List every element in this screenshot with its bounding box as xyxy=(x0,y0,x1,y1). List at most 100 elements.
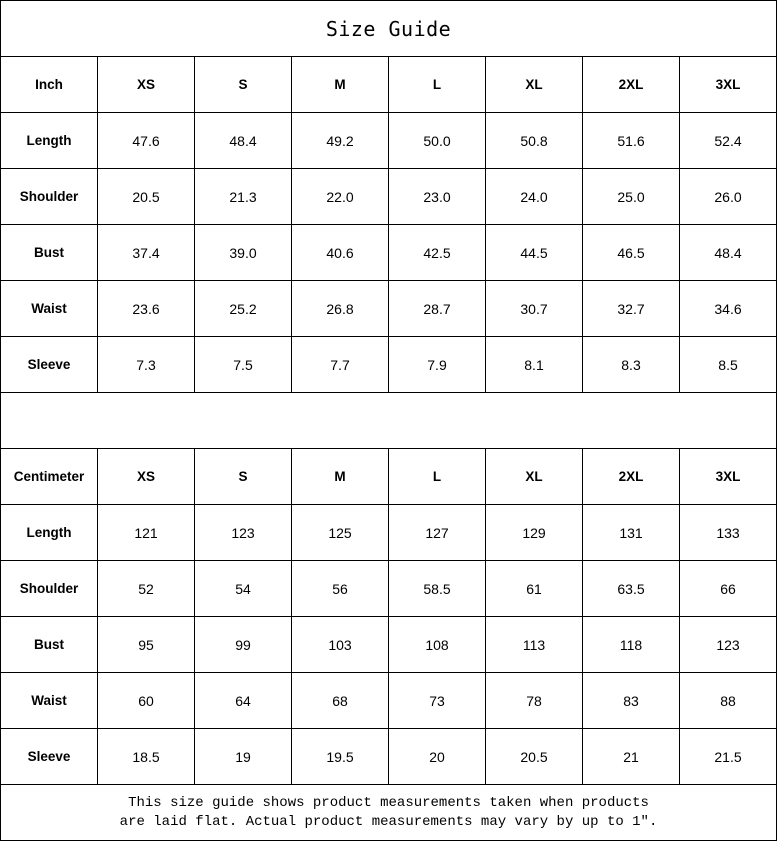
note-line-2: are laid flat. Actual product measuremen… xyxy=(119,813,658,830)
measurement-value: 39.0 xyxy=(194,224,292,281)
note-line-1: This size guide shows product measuremen… xyxy=(128,794,649,811)
size-header-3xl: 3XL xyxy=(678,56,778,113)
measurement-value: 88 xyxy=(678,672,778,729)
measurement-value: 21.5 xyxy=(678,728,778,785)
inch-row-length: Length 47.6 48.4 49.2 50.0 50.8 51.6 52.4 xyxy=(0,112,778,169)
inch-unit-label: Inch xyxy=(0,56,98,113)
size-header-xl: XL xyxy=(485,56,583,113)
measurement-value: 44.5 xyxy=(485,224,583,281)
size-header-xs: XS xyxy=(97,448,195,505)
inch-header-row: Inch XS S M L XL 2XL 3XL xyxy=(0,56,778,113)
measurement-value: 61 xyxy=(485,560,583,617)
size-header-2xl: 2XL xyxy=(582,56,680,113)
measurement-label: Length xyxy=(0,504,98,561)
measurement-value: 28.7 xyxy=(388,280,486,337)
measurement-label: Shoulder xyxy=(0,560,98,617)
spacer-cell xyxy=(0,392,778,449)
measurement-label: Waist xyxy=(0,280,98,337)
measurement-value: 34.6 xyxy=(678,280,778,337)
measurement-value: 52.4 xyxy=(678,112,778,169)
size-header-l: L xyxy=(388,448,486,505)
measurement-value: 131 xyxy=(582,504,680,561)
measurement-value: 23.6 xyxy=(97,280,195,337)
measurement-label: Sleeve xyxy=(0,728,98,785)
measurement-value: 18.5 xyxy=(97,728,195,785)
measurement-value: 25.2 xyxy=(194,280,292,337)
measurement-value: 22.0 xyxy=(291,168,389,225)
measurement-value: 23.0 xyxy=(388,168,486,225)
measurement-value: 7.9 xyxy=(388,336,486,393)
measurement-value: 133 xyxy=(678,504,778,561)
measurement-value: 64 xyxy=(194,672,292,729)
measurement-value: 99 xyxy=(194,616,292,673)
measurement-value: 49.2 xyxy=(291,112,389,169)
measurement-value: 66 xyxy=(678,560,778,617)
measurement-value: 123 xyxy=(194,504,292,561)
centimeter-unit-label: Centimeter xyxy=(0,448,98,505)
measurement-value: 20.5 xyxy=(97,168,195,225)
measurement-label: Waist xyxy=(0,672,98,729)
size-header-m: M xyxy=(291,448,389,505)
size-header-2xl: 2XL xyxy=(582,448,680,505)
inch-row-waist: Waist 23.6 25.2 26.8 28.7 30.7 32.7 34.6 xyxy=(0,280,778,337)
measurement-value: 73 xyxy=(388,672,486,729)
measurement-label: Shoulder xyxy=(0,168,98,225)
measurement-value: 118 xyxy=(582,616,680,673)
title-row: Size Guide xyxy=(0,0,778,57)
measurement-value: 32.7 xyxy=(582,280,680,337)
measurement-value: 48.4 xyxy=(194,112,292,169)
measurement-value: 51.6 xyxy=(582,112,680,169)
measurement-value: 30.7 xyxy=(485,280,583,337)
centimeter-header-row: Centimeter XS S M L XL 2XL 3XL xyxy=(0,448,778,505)
measurement-value: 7.5 xyxy=(194,336,292,393)
measurement-value: 24.0 xyxy=(485,168,583,225)
measurement-value: 60 xyxy=(97,672,195,729)
measurement-label: Sleeve xyxy=(0,336,98,393)
measurement-value: 50.8 xyxy=(485,112,583,169)
measurement-value: 68 xyxy=(291,672,389,729)
measurement-value: 129 xyxy=(485,504,583,561)
inch-row-shoulder: Shoulder 20.5 21.3 22.0 23.0 24.0 25.0 26.0 xyxy=(0,168,778,225)
measurement-value: 56 xyxy=(291,560,389,617)
size-header-xs: XS xyxy=(97,56,195,113)
size-header-s: S xyxy=(194,448,292,505)
measurement-value: 7.3 xyxy=(97,336,195,393)
measurement-value: 8.5 xyxy=(678,336,778,393)
centimeter-row-shoulder: Shoulder 52 54 56 58.5 61 63.5 66 xyxy=(0,560,778,617)
measurement-value: 8.1 xyxy=(485,336,583,393)
measurement-value: 8.3 xyxy=(582,336,680,393)
size-header-l: L xyxy=(388,56,486,113)
centimeter-row-length: Length 121 123 125 127 129 131 133 xyxy=(0,504,778,561)
centimeter-row-sleeve: Sleeve 18.5 19 19.5 20 20.5 21 21.5 xyxy=(0,728,778,785)
measurement-value: 21 xyxy=(582,728,680,785)
measurement-value: 63.5 xyxy=(582,560,680,617)
measurement-value: 48.4 xyxy=(678,224,778,281)
measurement-value: 54 xyxy=(194,560,292,617)
measurement-value: 125 xyxy=(291,504,389,561)
measurement-value: 95 xyxy=(97,616,195,673)
measurement-value: 19.5 xyxy=(291,728,389,785)
measurement-value: 58.5 xyxy=(388,560,486,617)
measurement-value: 78 xyxy=(485,672,583,729)
measurement-label: Bust xyxy=(0,616,98,673)
measurement-value: 46.5 xyxy=(582,224,680,281)
measurement-value: 20.5 xyxy=(485,728,583,785)
measurement-value: 19 xyxy=(194,728,292,785)
measurement-value: 83 xyxy=(582,672,680,729)
measurement-label: Length xyxy=(0,112,98,169)
inch-row-bust: Bust 37.4 39.0 40.6 42.5 44.5 46.5 48.4 xyxy=(0,224,778,281)
measurement-value: 123 xyxy=(678,616,778,673)
measurement-label: Bust xyxy=(0,224,98,281)
inch-row-sleeve: Sleeve 7.3 7.5 7.7 7.9 8.1 8.3 8.5 xyxy=(0,336,778,393)
centimeter-row-waist: Waist 60 64 68 73 78 83 88 xyxy=(0,672,778,729)
size-header-3xl: 3XL xyxy=(678,448,778,505)
note-row: This size guide shows product measuremen… xyxy=(0,784,778,841)
page-title: Size Guide xyxy=(0,0,778,57)
measurement-value: 25.0 xyxy=(582,168,680,225)
measurement-value: 121 xyxy=(97,504,195,561)
measurement-value: 50.0 xyxy=(388,112,486,169)
measurement-value: 127 xyxy=(388,504,486,561)
measurement-value: 113 xyxy=(485,616,583,673)
measurement-value: 20 xyxy=(388,728,486,785)
